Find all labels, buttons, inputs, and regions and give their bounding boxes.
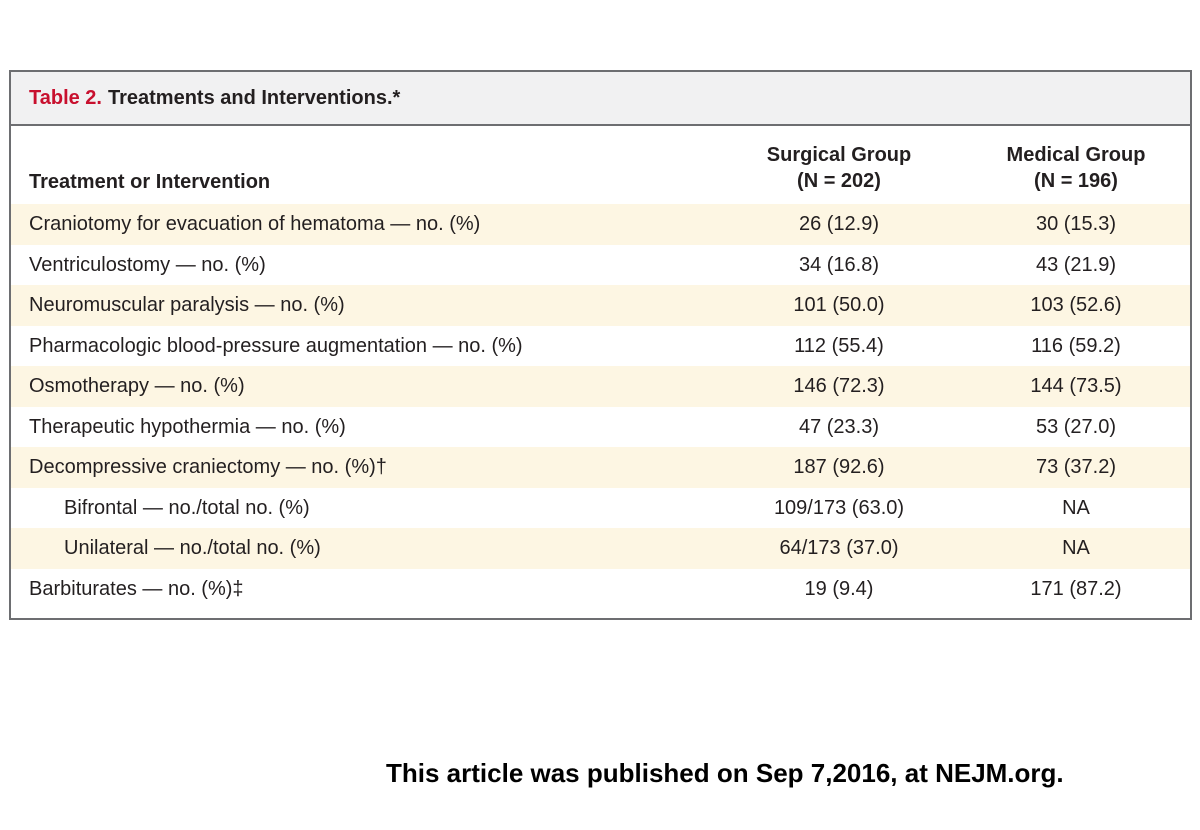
table-number: Table 2. <box>29 86 102 109</box>
row-label: Unilateral — no./total no. (%) <box>64 537 321 559</box>
table-title-bar: Table 2. Treatments and Interventions.* <box>11 72 1190 126</box>
row-surgical-value: 47 (23.3) <box>798 415 880 438</box>
row-surgical-value: 26 (12.9) <box>798 213 880 235</box>
table-row: Decompressive craniectomy — no. (%)† 187… <box>11 447 1190 488</box>
row-surgical-value: 34 (16.8) <box>798 253 880 276</box>
row-label: Bifrontal — no./total no. (%) <box>64 496 310 519</box>
table-row: Bifrontal — no./total no. (%) 109/173 (6… <box>11 488 1190 529</box>
row-label: Craniotomy for evacuation of hematoma — … <box>29 213 481 235</box>
header-surgical-title: Surgical Group <box>766 144 912 166</box>
row-medical-value: 53 (27.0) <box>1035 415 1117 438</box>
row-label: Barbiturates — no. (%)‡ <box>29 577 244 600</box>
row-label: Neuromuscular paralysis — no. (%) <box>29 294 345 316</box>
row-medical-value: 103 (52.6) <box>1030 294 1122 316</box>
row-surgical-value: 101 (50.0) <box>793 294 885 316</box>
row-label: Ventriculostomy — no. (%) <box>29 253 266 276</box>
row-medical-value: 116 (59.2) <box>1031 334 1121 357</box>
row-surgical-value: 146 (72.3) <box>793 375 885 397</box>
table-title: Treatments and Interventions.* <box>108 86 401 109</box>
row-medical-value: 171 (87.2) <box>1030 577 1122 600</box>
header-medical-n: (N = 196) <box>1034 170 1118 192</box>
header-treatment: Treatment or Intervention <box>29 171 271 193</box>
row-label: Pharmacologic blood-pressure augmentatio… <box>29 334 523 357</box>
row-medical-value: 73 (37.2) <box>1035 456 1117 478</box>
table-row: Unilateral — no./total no. (%) 64/173 (3… <box>11 528 1190 569</box>
row-medical-value: 43 (21.9) <box>1035 253 1117 276</box>
table-row: Osmotherapy — no. (%) 146 (72.3) 144 (73… <box>11 366 1190 407</box>
table-row: Ventriculostomy — no. (%) 34 (16.8) 43 (… <box>11 245 1190 286</box>
row-medical-value: 30 (15.3) <box>1035 213 1117 235</box>
row-label: Decompressive craniectomy — no. (%)† <box>29 456 387 478</box>
row-label: Therapeutic hypothermia — no. (%) <box>29 415 346 438</box>
header-surgical-group: Surgical Group (N = 202) <box>739 142 939 194</box>
treatments-table: Table 2. Treatments and Interventions.* … <box>9 70 1192 620</box>
publication-note: This article was published on Sep 7,2016… <box>386 758 1064 788</box>
row-label: Osmotherapy — no. (%) <box>29 375 245 397</box>
header-medical-title: Medical Group <box>1006 144 1146 166</box>
row-surgical-value: 19 (9.4) <box>804 577 874 600</box>
row-medical-value: NA <box>1062 537 1090 559</box>
table-row: Neuromuscular paralysis — no. (%) 101 (5… <box>11 285 1190 326</box>
table-row: Craniotomy for evacuation of hematoma — … <box>11 204 1190 245</box>
table-header-row: Treatment or Intervention Surgical Group… <box>11 126 1190 204</box>
table-row: Barbiturates — no. (%)‡ 19 (9.4) 171 (87… <box>11 569 1190 610</box>
table-row: Therapeutic hypothermia — no. (%) 47 (23… <box>11 407 1190 448</box>
row-medical-value: NA <box>1062 496 1090 519</box>
row-surgical-value: 112 (55.4) <box>794 334 884 357</box>
row-medical-value: 144 (73.5) <box>1030 375 1122 397</box>
header-medical-group: Medical Group (N = 196) <box>976 142 1176 194</box>
row-surgical-value: 64/173 (37.0) <box>779 537 899 559</box>
row-surgical-value: 187 (92.6) <box>793 456 885 478</box>
table-row: Pharmacologic blood-pressure augmentatio… <box>11 326 1190 367</box>
row-surgical-value: 109/173 (63.0) <box>773 496 905 519</box>
header-surgical-n: (N = 202) <box>797 170 881 192</box>
